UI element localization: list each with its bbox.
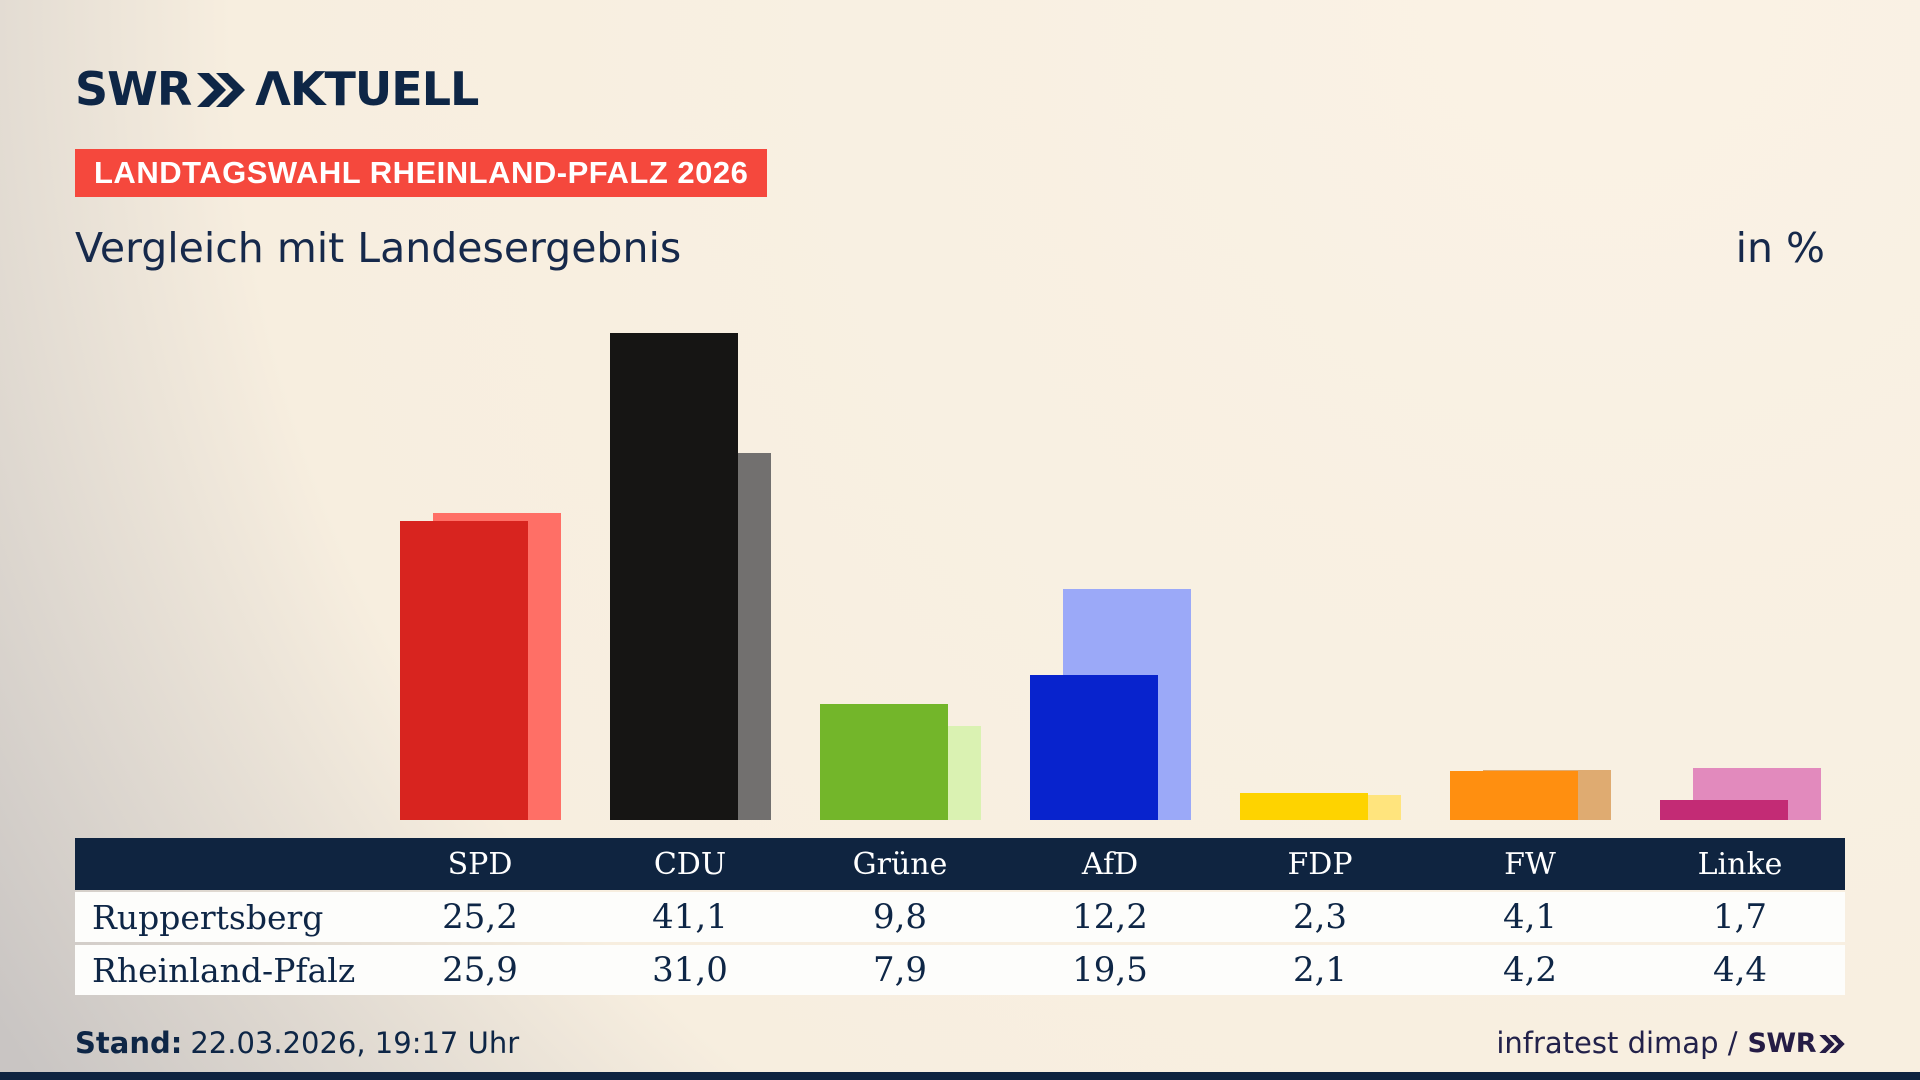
source-double-chevron-icon — [1819, 1035, 1845, 1053]
table-header-Linke: Linke — [1697, 846, 1783, 882]
results-table: SPD CDU Grüne AfD FDP FW Linke Ruppertsberg 25,… — [75, 838, 1845, 995]
table-header-row: SPD CDU Grüne AfD FDP FW Linke — [75, 838, 1845, 890]
value-CDU-Ruppertsberg: 41,1 — [652, 897, 728, 937]
value-FW-Rheinland-Pfalz: 4,2 — [1502, 950, 1558, 990]
value-SPD-Ruppertsberg: 25,2 — [442, 897, 518, 937]
bar-group-Grüne — [820, 260, 981, 820]
value-FDP-Rheinland-Pfalz: 2,1 — [1292, 950, 1348, 990]
stand-label: Stand: — [75, 1026, 183, 1060]
bottom-bar — [0, 1072, 1920, 1080]
unit-label: in % — [1735, 224, 1825, 272]
value-Linke-Rheinland-Pfalz: 4,4 — [1712, 950, 1768, 990]
election-badge: LANDTAGSWAHL RHEINLAND-PFALZ 2026 — [75, 149, 768, 197]
row-label-Ruppertsberg: Ruppertsberg — [92, 897, 324, 937]
table-header-SPD: SPD — [447, 846, 513, 882]
bar-FW-Ruppertsberg — [1450, 771, 1578, 820]
logo-swr-text: SWR — [75, 62, 192, 116]
table-header-Grüne: Grüne — [852, 846, 948, 882]
bar-group-CDU — [610, 260, 771, 820]
table-row: Ruppertsberg 25,2 41,1 9,8 12,2 2,3 4,1 1,7 — [75, 892, 1845, 942]
row-label-Rheinland-Pfalz: Rheinland-Pfalz — [92, 950, 356, 990]
bar-group-SPD — [400, 260, 561, 820]
logo-double-chevron-icon — [197, 73, 246, 107]
bar-group-FDP — [1240, 260, 1401, 820]
value-AfD-Ruppertsberg: 12,2 — [1072, 897, 1148, 937]
value-Linke-Ruppertsberg: 1,7 — [1712, 897, 1768, 937]
stand-value: 22.03.2026, 19:17 Uhr — [190, 1026, 520, 1060]
value-Grüne-Ruppertsberg: 9,8 — [872, 897, 928, 937]
bar-group-FW — [1450, 260, 1611, 820]
bar-Linke-Ruppertsberg — [1660, 800, 1788, 820]
table-header-CDU: CDU — [653, 846, 727, 882]
value-FW-Ruppertsberg: 4,1 — [1502, 897, 1558, 937]
swr-aktuell-logo: SWR ΛKTUELL — [75, 62, 479, 116]
bar-Grüne-Ruppertsberg — [820, 704, 948, 820]
bar-group-AfD — [1030, 260, 1191, 820]
bar-CDU-Ruppertsberg — [610, 333, 738, 820]
chart-title: Vergleich mit Landesergebnis — [75, 224, 682, 272]
value-AfD-Rheinland-Pfalz: 19,5 — [1072, 950, 1148, 990]
table-header-AfD: AfD — [1081, 846, 1139, 882]
value-SPD-Rheinland-Pfalz: 25,9 — [442, 950, 518, 990]
bar-group-Linke — [1660, 260, 1821, 820]
timestamp: Stand: 22.03.2026, 19:17 Uhr — [75, 1026, 519, 1060]
value-FDP-Ruppertsberg: 2,3 — [1292, 897, 1348, 937]
source-credit: infratest dimap / SWR — [1496, 1026, 1845, 1060]
table-header-FW: FW — [1504, 846, 1556, 882]
source-swr-text: SWR — [1747, 1027, 1816, 1059]
source-text: infratest dimap / — [1496, 1026, 1738, 1060]
value-CDU-Rheinland-Pfalz: 31,0 — [652, 950, 728, 990]
logo-aktuell-text: ΛKTUELL — [255, 62, 479, 116]
bar-FDP-Ruppertsberg — [1240, 793, 1368, 820]
bar-SPD-Ruppertsberg — [400, 521, 528, 820]
table-header-FDP: FDP — [1287, 846, 1353, 882]
table-row: Rheinland-Pfalz 25,9 31,0 7,9 19,5 2,1 4,2 4,4 — [75, 945, 1845, 995]
bar-AfD-Ruppertsberg — [1030, 675, 1158, 820]
value-Grüne-Rheinland-Pfalz: 7,9 — [872, 950, 928, 990]
